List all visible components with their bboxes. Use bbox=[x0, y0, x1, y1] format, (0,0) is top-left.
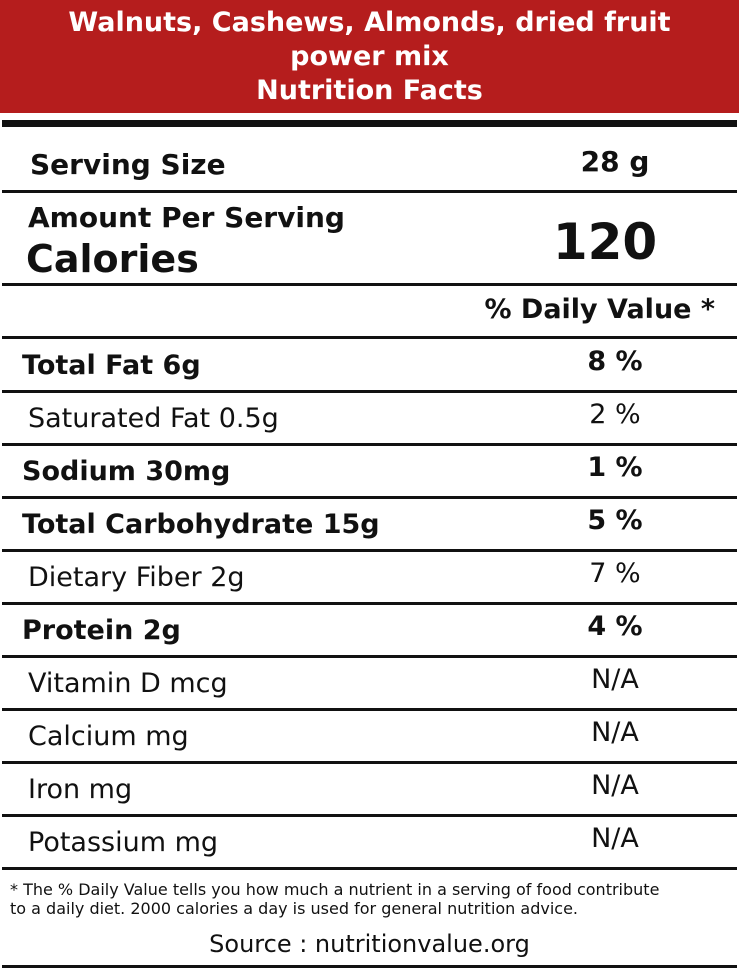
rule bbox=[2, 496, 737, 499]
title-line: Nutrition Facts bbox=[256, 75, 483, 106]
calories-value: 120 bbox=[552, 213, 658, 271]
nutrient-daily-value: N/A bbox=[591, 770, 639, 801]
rule bbox=[2, 602, 737, 605]
nutrient-daily-value: N/A bbox=[591, 823, 639, 854]
nutrient-name: Total Fat 6g bbox=[22, 350, 201, 381]
rule bbox=[2, 965, 737, 968]
nutrient-name: Iron mg bbox=[28, 774, 133, 805]
nutrient-name: Potassium mg bbox=[28, 827, 219, 858]
footnote: * The % Daily Value tells you how much a… bbox=[10, 880, 659, 918]
nutrient-daily-value: 7 % bbox=[589, 558, 641, 589]
nutrient-name: Calcium mg bbox=[28, 721, 189, 752]
nutrient-daily-value: 4 % bbox=[587, 611, 643, 642]
daily-value-heading: % Daily Value * bbox=[484, 294, 715, 325]
nutrient-name: Saturated Fat 0.5g bbox=[28, 403, 279, 434]
serving-value: 28 g bbox=[580, 145, 650, 178]
rule bbox=[2, 814, 737, 817]
rule bbox=[2, 549, 737, 552]
rule bbox=[2, 190, 737, 193]
thick-rule bbox=[2, 120, 737, 127]
nutrient-name: Total Carbohydrate 15g bbox=[22, 509, 380, 540]
rule bbox=[2, 283, 737, 286]
rule bbox=[2, 655, 737, 658]
serving-label: Serving Size bbox=[30, 148, 226, 181]
nutrient-name: Vitamin D mcg bbox=[28, 668, 228, 699]
nutrient-daily-value: 1 % bbox=[587, 452, 643, 483]
rule bbox=[2, 708, 737, 711]
rule bbox=[2, 336, 737, 339]
rule bbox=[2, 390, 737, 393]
nutrient-name: Dietary Fiber 2g bbox=[28, 562, 245, 593]
nutrient-daily-value: 8 % bbox=[587, 346, 643, 377]
nutrient-daily-value: 2 % bbox=[589, 399, 641, 430]
rule bbox=[2, 443, 737, 446]
source: Source : nutritionvalue.org bbox=[209, 930, 530, 958]
nutrient-daily-value: N/A bbox=[591, 664, 639, 695]
footnote-line: * The % Daily Value tells you how much a… bbox=[10, 880, 660, 899]
footnote-line: to a daily diet. 2000 calories a day is … bbox=[10, 899, 578, 918]
amount-heading: Amount Per Serving bbox=[28, 201, 345, 234]
calories-label: Calories bbox=[26, 237, 199, 281]
title-line: power mix bbox=[290, 41, 449, 72]
nutrient-name: Sodium 30mg bbox=[22, 456, 231, 487]
header-banner: Walnuts, Cashews, Almonds, dried fruit p… bbox=[0, 0, 739, 113]
rule bbox=[2, 867, 737, 870]
nutrient-daily-value: N/A bbox=[591, 717, 639, 748]
title-line: Walnuts, Cashews, Almonds, dried fruit bbox=[68, 7, 671, 38]
nutrient-daily-value: 5 % bbox=[587, 505, 643, 536]
nutrient-name: Protein 2g bbox=[22, 615, 181, 646]
rule bbox=[2, 761, 737, 764]
